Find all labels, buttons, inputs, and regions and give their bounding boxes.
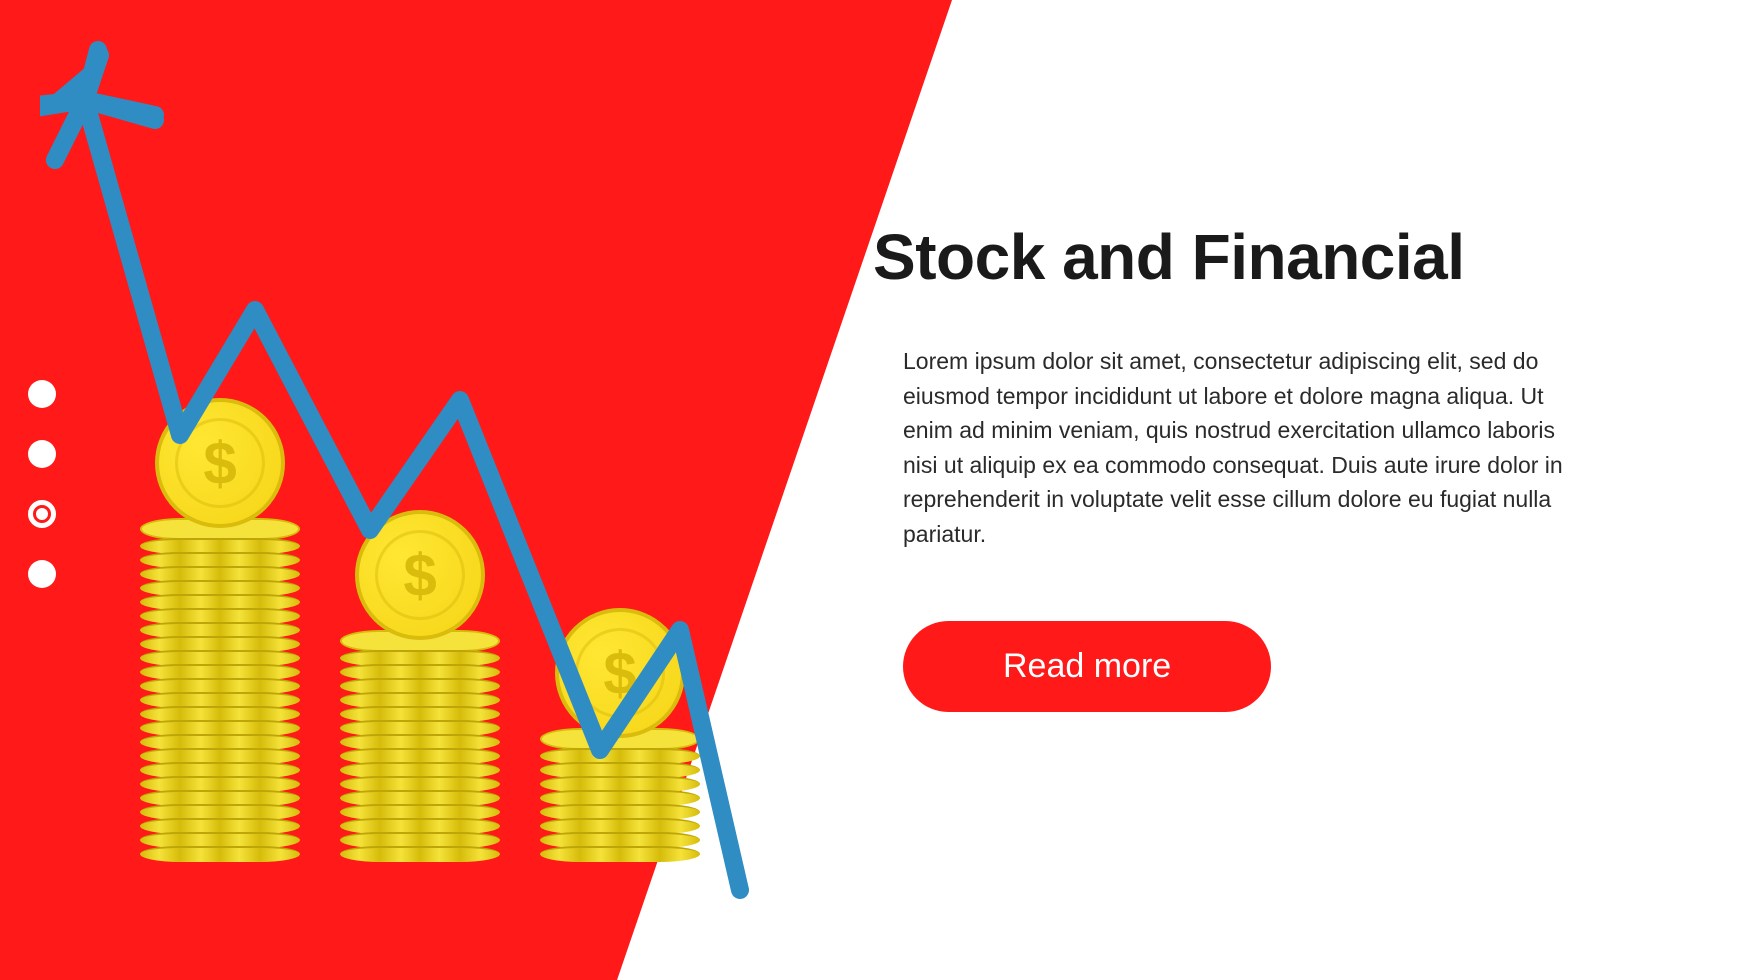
chart-illustration: $ $ $ [40,30,820,930]
pagination-dot-3[interactable] [28,500,56,528]
content-area: Stock and Financial Lorem ipsum dolor si… [873,220,1693,712]
body-copy: Lorem ipsum dolor sit amet, consectetur … [873,344,1593,551]
growth-arrow-icon [40,30,820,930]
hero-banner: $ $ $ Stock and Financial Lorem ipsum do… [0,0,1763,980]
pagination-dots [28,380,56,588]
pagination-dot-1[interactable] [28,380,56,408]
pagination-dot-4[interactable] [28,560,56,588]
pagination-dot-2[interactable] [28,440,56,468]
read-more-button[interactable]: Read more [903,621,1271,712]
page-headline: Stock and Financial [873,220,1693,294]
